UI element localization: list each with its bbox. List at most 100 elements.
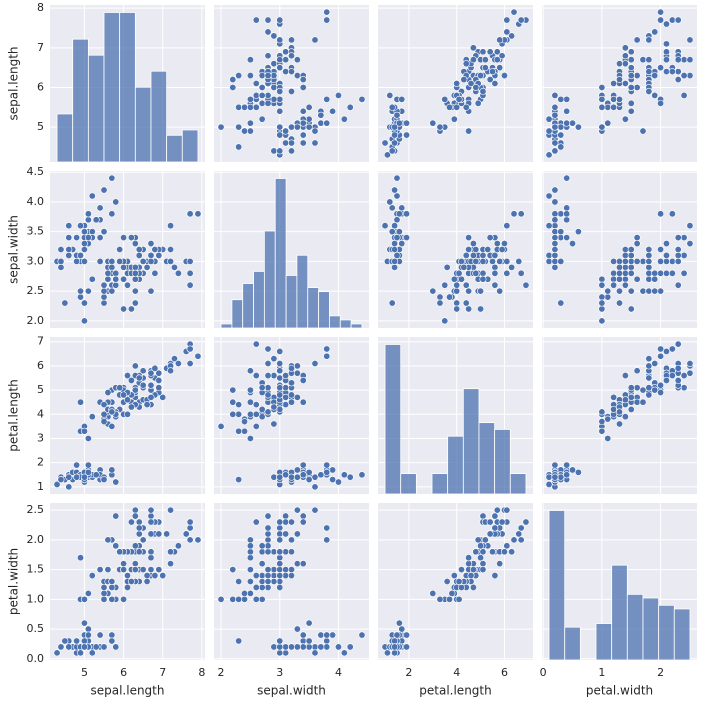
scatter-point [598,103,606,111]
scatter-point [131,362,139,370]
scatter-point [131,263,139,271]
scatter-point [610,257,618,265]
x-axis-label: sepal.width [257,684,326,698]
scatter-point [465,554,473,562]
scatter-point [621,60,629,68]
scatter-point [77,649,85,657]
scatter-point [551,91,559,99]
scatter-point [100,583,108,591]
scatter-point [391,240,399,248]
scatter-point [305,619,313,627]
scatter-point [252,595,260,603]
scatter-point [264,28,272,36]
scatter-point [615,95,623,103]
scatter-point [73,461,81,469]
scatter-point [496,287,504,295]
scatter-point [252,410,260,418]
scatter-point [299,107,307,115]
scatter-point [217,123,225,131]
scatter-point [645,263,653,271]
scatter-point [391,257,399,265]
scatter-point [686,72,694,80]
scatter-point [186,269,194,277]
scatter-point [680,91,688,99]
scatter-point [270,147,278,155]
scatter-point [80,427,88,435]
scatter-point [657,381,665,389]
scatter-point [662,40,670,48]
scatter-point [246,434,254,442]
scatter-point [147,506,155,514]
histogram-bar [642,597,660,661]
scatter-point [674,340,682,348]
y-tick-label: 3 [37,431,44,444]
scatter-point [235,401,243,409]
scatter-point [155,369,163,377]
scatter-point [395,228,403,236]
y-axis-label: sepal.length [7,46,21,120]
scatter-point [282,48,290,56]
scatter-point [317,111,325,119]
scatter-point [569,466,577,474]
scatter-point [645,391,653,399]
histogram-bar [242,283,254,329]
scatter-point [65,473,73,481]
scatter-point [155,384,163,392]
scatter-point [287,566,295,574]
scatter-point [358,471,366,479]
scatter-point [311,643,319,651]
scatter-point [258,542,266,550]
scatter-point [472,83,480,91]
scatter-point [299,398,307,406]
scatter-point [615,269,623,277]
scatter-point [323,643,331,651]
scatter-point [276,583,284,591]
scatter-point [474,536,482,544]
scatter-point [403,631,411,639]
scatter-point [393,216,401,224]
scatter-point [657,345,665,353]
scatter-point [287,391,295,399]
scatter-point [403,643,411,651]
scatter-point [235,123,243,131]
scatter-point [627,246,635,254]
histogram-bar [350,323,363,329]
scatter-point [135,251,143,259]
scatter-point [615,76,623,84]
scatter-point [186,518,194,526]
scatter-point [258,91,266,99]
scatter-point [112,269,120,277]
scatter-point [299,461,307,469]
scatter-point [270,403,278,411]
scatter-point [264,577,272,585]
scatter-point [235,427,243,435]
scatter-point [151,572,159,580]
x-tick-label: 3 [276,666,283,679]
scatter-point [657,389,665,397]
scatter-point [258,413,266,421]
scatter-point [391,263,399,271]
histogram-bar [509,473,527,495]
scatter-point [557,95,565,103]
scatter-point [481,536,489,544]
scatter-point [282,372,290,380]
scatter-point [135,246,143,254]
scatter-point [270,473,278,481]
scatter-point [481,56,489,64]
scatter-point [147,512,155,520]
y-tick-label: 2.0 [27,314,45,327]
scatter-point [358,95,366,103]
scatter-point [299,637,307,645]
scatter-point [491,263,499,271]
scatter-point [551,222,559,230]
scatter-point [80,228,88,236]
scatter-point [143,577,151,585]
histogram-bar [56,113,74,163]
scatter-point [147,240,155,248]
scatter-point [323,8,331,16]
scatter-point [627,393,635,401]
scatter-point [674,56,682,64]
scatter-point [264,72,272,80]
scatter-point [551,473,559,481]
scatter-point [627,251,635,259]
